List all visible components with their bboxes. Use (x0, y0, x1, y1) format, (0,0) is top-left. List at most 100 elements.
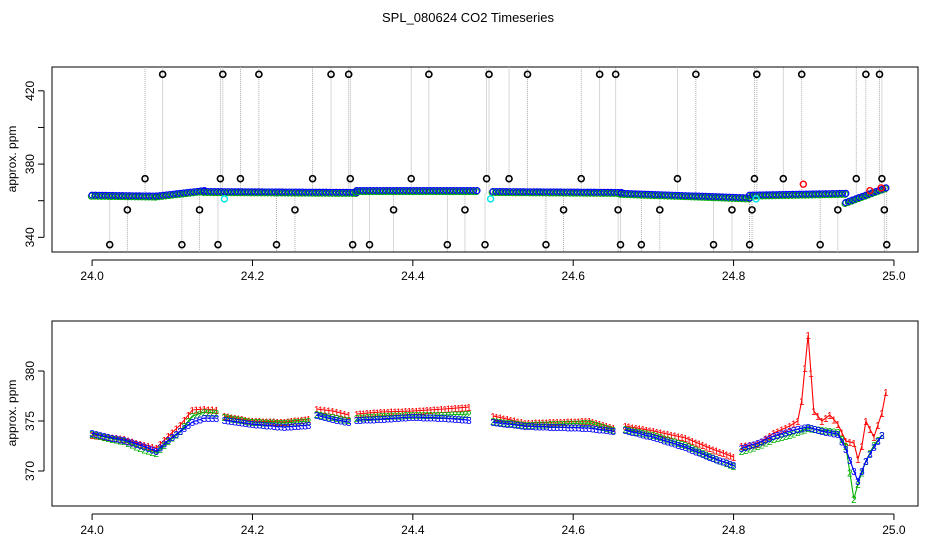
top-baseline-point-2 (305, 189, 313, 197)
top-baseline-point-2 (332, 189, 340, 197)
series-3-marker: 3 (161, 440, 167, 451)
series-2-marker: 2 (724, 459, 730, 470)
series-2-marker: 2 (597, 422, 603, 433)
series-2-marker: 2 (364, 413, 370, 424)
series-2-marker: 2 (417, 411, 423, 422)
top-baseline-point-2 (264, 189, 272, 197)
series-3-marker: 3 (210, 414, 216, 425)
top-baseline-point-3 (878, 185, 887, 193)
series-1-marker: 1 (855, 455, 861, 466)
series-2-marker: 2 (847, 469, 853, 480)
top-baseline-point-2 (415, 188, 423, 196)
top-red-outlier (866, 186, 874, 195)
top-baseline-point-2 (206, 189, 214, 197)
series-2-marker: 2 (229, 414, 235, 425)
series-1-marker: 1 (515, 417, 521, 428)
figure-title: SPL_080624 CO2 Timeseries (382, 10, 554, 25)
top-flagged-point (105, 240, 114, 249)
series-3-marker: 3 (802, 424, 808, 435)
series-3-marker: 3 (113, 435, 119, 446)
series-1-marker: 1 (586, 417, 592, 428)
series-1-line (316, 408, 349, 416)
series-3-marker: 3 (767, 434, 773, 445)
series-2-marker: 2 (149, 448, 155, 459)
top-flagged-point (595, 70, 604, 79)
series-2-marker: 2 (435, 411, 441, 422)
series-3-marker: 3 (683, 443, 689, 454)
series-2-marker: 2 (463, 410, 469, 421)
series-3-marker: 3 (121, 436, 127, 447)
series-1-marker: 1 (202, 405, 208, 416)
series-3-marker: 3 (260, 421, 266, 432)
series-3-marker: 3 (812, 425, 818, 436)
series-3-marker: 3 (442, 414, 448, 425)
series-3-marker: 3 (449, 415, 455, 426)
top-baseline-point-2 (735, 195, 743, 203)
top-baseline-point-2 (529, 189, 537, 197)
y-axis-label-top: approx. ppm (5, 126, 19, 193)
series-2-marker: 2 (137, 444, 143, 455)
top-baseline-point-2 (165, 192, 173, 200)
series-3-marker: 3 (186, 421, 192, 432)
series-1-marker: 1 (640, 425, 646, 436)
series-3-marker: 3 (714, 455, 720, 466)
series-3-marker: 3 (239, 419, 245, 430)
series-3-marker: 3 (661, 436, 667, 447)
series-3-marker: 3 (668, 439, 674, 450)
series-1-marker: 1 (795, 417, 801, 428)
series-3-marker: 3 (326, 414, 332, 425)
series-1-marker: 1 (501, 414, 507, 425)
series-1-marker: 1 (823, 414, 829, 425)
top-baseline-point-2 (881, 185, 889, 193)
series-1-marker: 1 (466, 403, 472, 414)
series-2-marker: 2 (198, 409, 204, 420)
series-3-marker: 3 (586, 424, 592, 435)
top-baseline-point-2 (118, 193, 126, 201)
series-3-marker: 3 (375, 415, 381, 426)
series-3-marker: 3 (396, 414, 402, 425)
series-2-marker: 2 (755, 442, 761, 453)
series-3-marker: 3 (246, 420, 252, 431)
series-2-marker: 2 (222, 413, 228, 424)
series-2-marker: 2 (194, 411, 200, 422)
series-3-marker: 3 (558, 423, 564, 434)
top-flagged-point (728, 206, 736, 214)
series-2-marker: 2 (540, 420, 546, 431)
series-3-line (741, 426, 883, 483)
series-3-marker: 3 (696, 449, 702, 460)
top-baseline-point-2 (566, 189, 574, 197)
series-1-marker: 1 (676, 432, 682, 443)
top-baseline-point-2 (379, 188, 387, 196)
top-baseline-point-2 (603, 189, 611, 197)
series-2-marker: 2 (565, 420, 571, 431)
series-1-marker: 1 (783, 424, 789, 435)
series-2-line (492, 420, 614, 431)
top-baseline-point-2 (596, 189, 604, 197)
series-1-marker: 1 (690, 437, 696, 448)
series-3-marker: 3 (399, 414, 405, 425)
series-1-marker: 1 (658, 429, 664, 440)
top-baseline-point-2 (761, 192, 769, 200)
top-flagged-point (656, 206, 664, 214)
series-1-marker: 1 (654, 428, 660, 439)
series-2-marker: 2 (206, 408, 212, 419)
series-1-marker: 1 (145, 442, 151, 453)
series-2-marker: 2 (190, 412, 196, 423)
series-1-marker: 1 (431, 406, 437, 417)
series-3-marker: 3 (214, 414, 220, 425)
x-tick-label-top-3: 24.6 (562, 269, 586, 283)
top-baseline-point-2 (244, 189, 252, 197)
series-1-marker: 1 (463, 403, 469, 414)
series-2-marker: 2 (246, 417, 252, 428)
series-2-marker: 2 (751, 443, 757, 454)
top-baseline-point-2 (452, 188, 460, 196)
top-flagged-point (141, 174, 149, 183)
top-baseline-point-2 (237, 189, 245, 197)
series-1-marker: 1 (611, 424, 617, 435)
series-2-marker: 2 (357, 414, 363, 425)
series-1-marker: 1 (497, 414, 503, 425)
series-2-marker: 2 (459, 410, 465, 421)
top-baseline-point-2 (200, 189, 208, 197)
top-baseline-point-2 (498, 189, 506, 197)
series-3-marker: 3 (827, 429, 833, 440)
